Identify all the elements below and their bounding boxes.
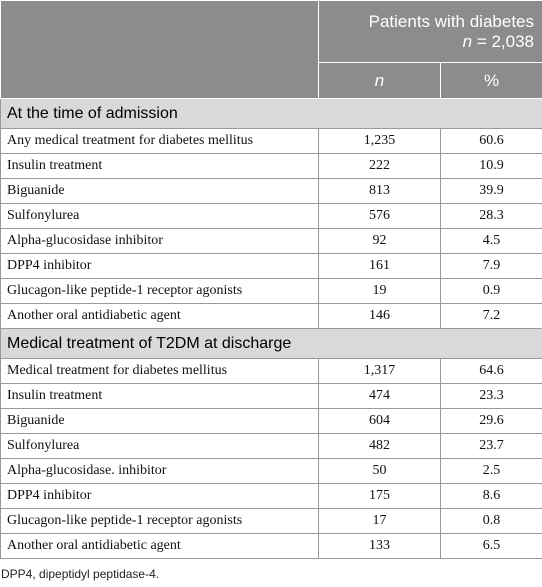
label-cell: Medical treatment for diabetes mellitus xyxy=(0,358,319,384)
data-row: Another oral antidiabetic agent 133 6.5 xyxy=(0,533,542,559)
section-row: Medical treatment of T2DM at discharge xyxy=(0,328,542,359)
data-row: DPP4 inhibitor 161 7.9 xyxy=(0,253,542,279)
value-cell: 19 xyxy=(318,278,441,304)
value-cell: 604 xyxy=(318,408,441,434)
data-table: Patients with diabetes n = 2,038 n % At … xyxy=(0,0,542,559)
group-header: Patients with diabetes n = 2,038 xyxy=(317,0,542,63)
value-cell: 0.8 xyxy=(439,508,542,534)
label-cell: Alpha-glucosidase inhibitor xyxy=(0,228,319,254)
value-cell: 10.9 xyxy=(439,153,542,179)
value-cell: 6.5 xyxy=(439,533,542,559)
data-row: Alpha-glucosidase inhibitor 92 4.5 xyxy=(0,228,542,254)
value-cell: 23.7 xyxy=(439,433,542,459)
data-row: Sulfonylurea 482 23.7 xyxy=(0,433,542,459)
data-row: Another oral antidiabetic agent 146 7.2 xyxy=(0,303,542,329)
value-cell: 0.9 xyxy=(439,278,542,304)
value-cell: 50 xyxy=(318,458,441,484)
value-cell: 17 xyxy=(318,508,441,534)
group-n-var: n xyxy=(462,31,473,51)
section-title: Medical treatment of T2DM at discharge xyxy=(0,328,542,359)
data-row: Sulfonylurea 576 28.3 xyxy=(0,203,542,229)
value-cell: 222 xyxy=(318,153,441,179)
label-cell: Alpha-glucosidase. inhibitor xyxy=(0,458,319,484)
data-row: Glucagon-like peptide-1 receptor agonist… xyxy=(0,278,542,304)
label-cell: Insulin treatment xyxy=(0,383,319,409)
data-row: Medical treatment for diabetes mellitus 1… xyxy=(0,358,542,384)
value-cell: 146 xyxy=(318,303,441,329)
value-cell: 1,235 xyxy=(318,128,441,154)
section-row: At the time of admission xyxy=(0,98,542,129)
value-cell: 64.6 xyxy=(439,358,542,384)
column-header: % xyxy=(439,62,542,99)
value-cell: 2.5 xyxy=(439,458,542,484)
value-cell: 7.2 xyxy=(439,303,542,329)
data-row: Any medical treatment for diabetes melli… xyxy=(0,128,542,154)
value-cell: 29.6 xyxy=(439,408,542,434)
value-cell: 133 xyxy=(318,533,441,559)
value-cell: 813 xyxy=(318,178,441,204)
data-row: Biguanide 813 39.9 xyxy=(0,178,542,204)
label-cell: DPP4 inhibitor xyxy=(0,253,319,279)
label-cell: Another oral antidiabetic agent xyxy=(0,533,319,559)
section-title: At the time of admission xyxy=(0,98,542,129)
value-cell: 60.6 xyxy=(439,128,542,154)
value-cell: 482 xyxy=(318,433,441,459)
value-cell: 175 xyxy=(318,483,441,509)
value-cell: 39.9 xyxy=(439,178,542,204)
value-cell: 474 xyxy=(318,383,441,409)
value-cell: 28.3 xyxy=(439,203,542,229)
label-cell: Insulin treatment xyxy=(0,153,319,179)
label-cell: Another oral antidiabetic agent xyxy=(0,303,319,329)
table-body: At the time of admission Any medical trea… xyxy=(0,98,542,559)
label-cell: Glucagon-like peptide-1 receptor agonist… xyxy=(0,278,319,304)
label-cell: Sulfonylurea xyxy=(0,433,319,459)
label-cell: Sulfonylurea xyxy=(0,203,319,229)
value-cell: 161 xyxy=(318,253,441,279)
data-row: Insulin treatment 222 10.9 xyxy=(0,153,542,179)
value-cell: 4.5 xyxy=(439,228,542,254)
data-row: Alpha-glucosidase. inhibitor 50 2.5 xyxy=(0,458,542,484)
value-cell: 576 xyxy=(318,203,441,229)
label-cell: DPP4 inhibitor xyxy=(0,483,319,509)
value-cell: 23.3 xyxy=(439,383,542,409)
value-cell: 1,317 xyxy=(318,358,441,384)
data-row: Glucagon-like peptide-1 receptor agonist… xyxy=(0,508,542,534)
label-cell: Glucagon-like peptide-1 receptor agonist… xyxy=(0,508,319,534)
label-cell: Biguanide xyxy=(0,178,319,204)
column-header: n xyxy=(318,62,441,99)
value-cell: 7.9 xyxy=(439,253,542,279)
label-cell: Any medical treatment for diabetes melli… xyxy=(0,128,319,154)
data-row: Insulin treatment 474 23.3 xyxy=(0,383,542,409)
group-n-value: = 2,038 xyxy=(476,31,535,51)
corner-cell xyxy=(0,0,319,99)
label-cell: Biguanide xyxy=(0,408,319,434)
data-row: Biguanide 604 29.6 xyxy=(0,408,542,434)
footnote: DPP4, dipeptidyl peptidase-4. xyxy=(1,567,160,581)
value-cell: 92 xyxy=(318,228,441,254)
value-cell: 8.6 xyxy=(439,483,542,509)
group-title: Patients with diabetes xyxy=(368,11,535,31)
data-row: DPP4 inhibitor 175 8.6 xyxy=(0,483,542,509)
